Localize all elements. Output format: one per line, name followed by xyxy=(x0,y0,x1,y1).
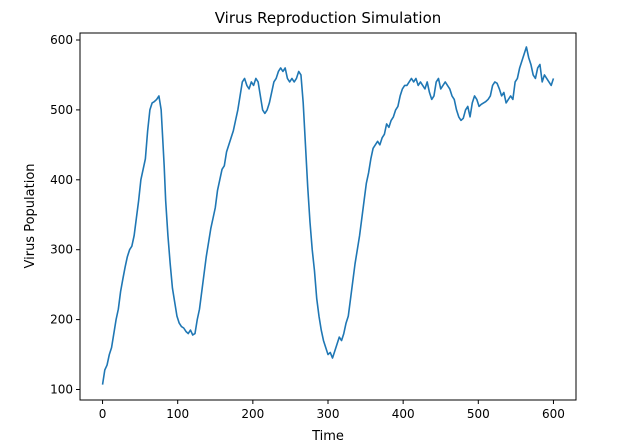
data-layer xyxy=(101,46,555,385)
chart-title: Virus Reproduction Simulation xyxy=(215,9,442,27)
x-axis-ticks: 0 100 200 300 400 500 600 xyxy=(99,400,565,421)
y-tick-label: 400 xyxy=(50,173,73,187)
x-axis-label: Time xyxy=(311,429,344,442)
y-axis-ticks: 100 200 300 400 500 600 xyxy=(50,33,80,397)
x-tick-label: 600 xyxy=(542,407,565,421)
y-tick-label: 300 xyxy=(50,243,73,257)
x-tick-label: 100 xyxy=(166,407,189,421)
y-tick-label: 600 xyxy=(50,33,73,47)
y-tick-label: 200 xyxy=(50,313,73,327)
x-tick-label: 400 xyxy=(392,407,415,421)
series-line-1 xyxy=(101,46,555,385)
x-tick-label: 200 xyxy=(241,407,264,421)
x-tick-label: 500 xyxy=(467,407,490,421)
x-tick-label: 0 xyxy=(99,407,107,421)
plot-area xyxy=(80,33,576,400)
x-tick-label: 300 xyxy=(317,407,340,421)
y-tick-label: 500 xyxy=(50,103,73,117)
y-tick-label: 100 xyxy=(50,383,73,397)
y-axis-label: Virus Population xyxy=(23,163,38,268)
